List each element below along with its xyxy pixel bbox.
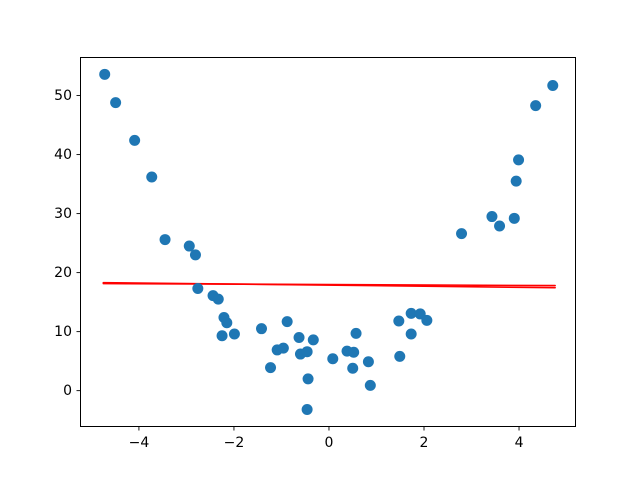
scatter-point: [348, 346, 360, 358]
scatter-point: [301, 404, 313, 416]
scatter-point: [129, 134, 141, 146]
scatter-point: [547, 80, 559, 92]
scatter-point: [513, 154, 525, 166]
scatter-point: [183, 240, 195, 252]
scatter-point: [99, 68, 111, 80]
scatter-point: [302, 373, 314, 385]
scatter-point: [189, 249, 201, 261]
scatter-point: [510, 175, 522, 187]
scatter-point: [405, 328, 417, 340]
scatter-point: [394, 350, 406, 362]
y-tick-label: 40: [54, 146, 72, 163]
scatter-point: [350, 327, 362, 339]
scatter-point: [192, 283, 204, 295]
scatter-point: [159, 234, 171, 246]
scatter-point: [327, 353, 339, 365]
scatter-point: [146, 171, 158, 183]
scatter-point: [228, 328, 240, 340]
scatter-point: [281, 316, 293, 328]
scatter-point: [277, 342, 289, 354]
scatter-point: [216, 330, 228, 342]
scatter-point: [362, 356, 374, 368]
scatter-point: [212, 293, 224, 305]
scatter-point: [405, 307, 417, 319]
scatter-point: [486, 211, 498, 223]
y-tick-label: 30: [54, 205, 72, 222]
scatter-point: [221, 317, 233, 329]
y-tick-label: 10: [54, 323, 72, 340]
scatter-point: [307, 334, 319, 346]
scatter-point: [456, 228, 468, 240]
scatter-point: [508, 212, 520, 224]
y-tick-label: 0: [63, 382, 72, 399]
y-tick-label: 50: [54, 87, 72, 104]
scatter-point: [293, 332, 305, 344]
x-tick-label: −4: [128, 435, 150, 451]
scatter-point: [393, 315, 405, 327]
scatter-point: [265, 362, 277, 374]
x-tick-label: −2: [223, 435, 245, 451]
scatter-point: [347, 362, 359, 374]
scatter-point: [110, 97, 122, 109]
x-tick-label: 4: [514, 435, 524, 451]
y-tick-label: 20: [54, 264, 72, 281]
x-tick-label: 0: [324, 435, 334, 451]
x-tick-label: 2: [419, 435, 429, 451]
scatter-point: [530, 100, 542, 112]
scatter-point: [364, 379, 376, 391]
scatter-point: [256, 323, 268, 335]
scatter-point: [494, 220, 506, 232]
scatter-point: [301, 346, 313, 358]
fit-line: [102, 282, 556, 287]
scatter-point: [421, 314, 433, 326]
